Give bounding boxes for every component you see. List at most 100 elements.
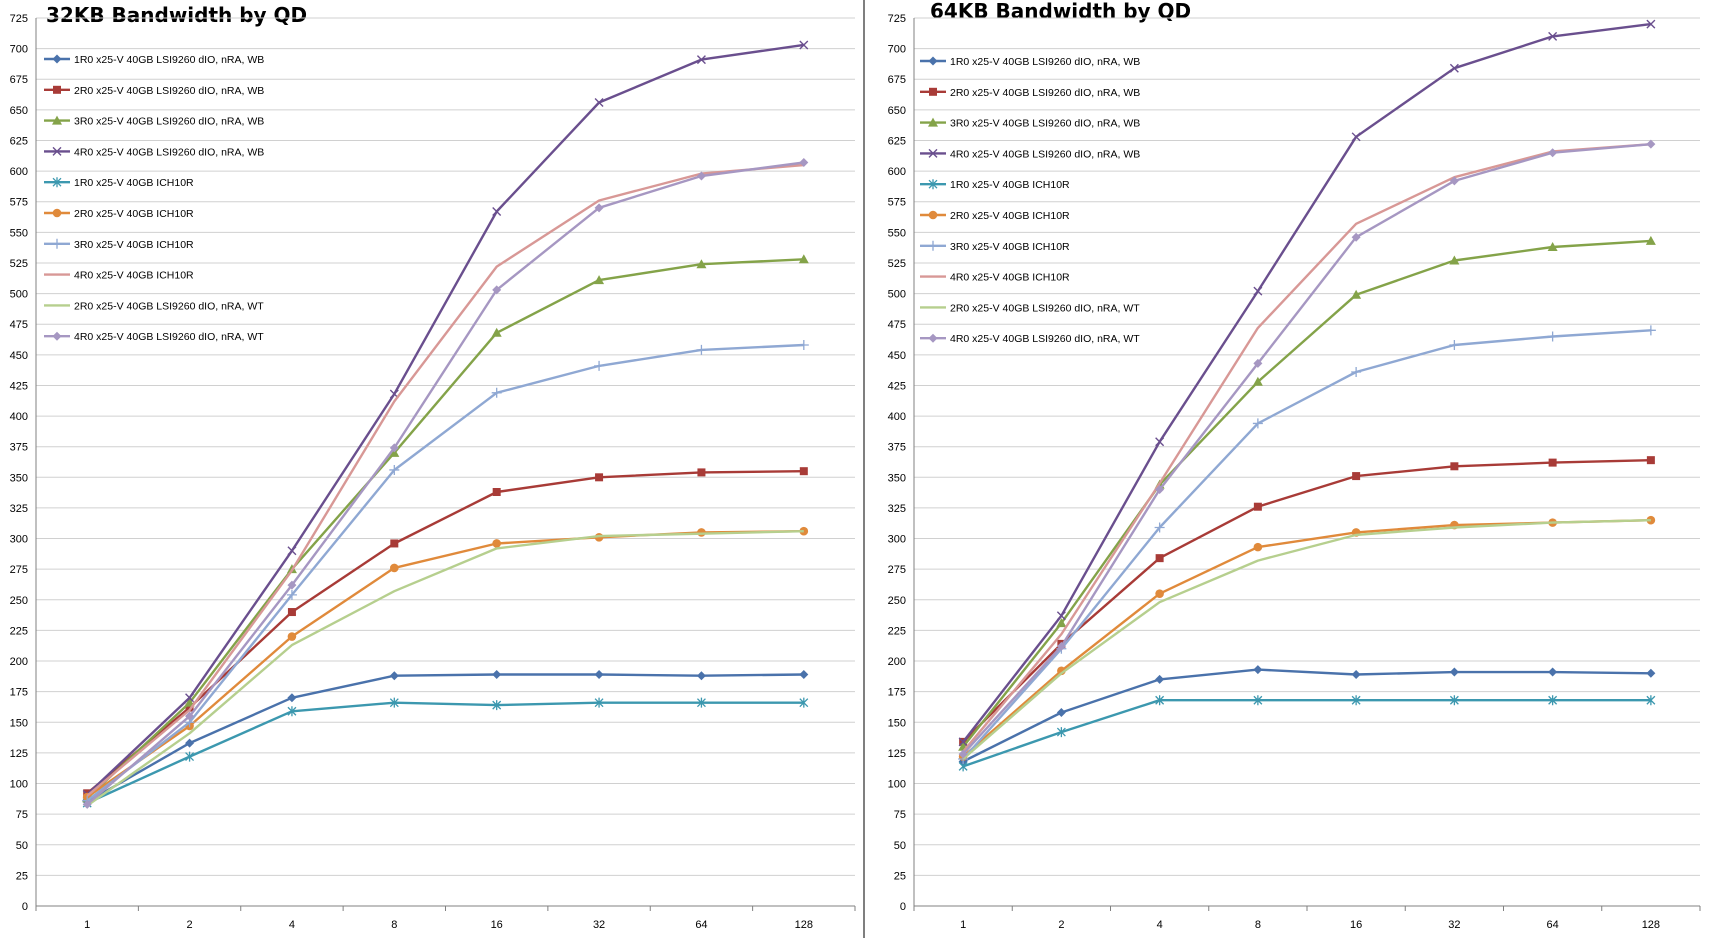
- data-point: [185, 751, 195, 762]
- x-tick-label: 8: [1255, 919, 1261, 931]
- legend-label: 3R0 x25-V 40GB LSI9260 dIO, nRA, WB: [950, 118, 1140, 130]
- data-point: [799, 158, 809, 168]
- y-tick-label: 475: [10, 319, 28, 331]
- legend-marker: [52, 238, 62, 249]
- y-tick-label: 125: [888, 748, 906, 760]
- legend-label: 2R0 x25-V 40GB LSI9260 dIO, nRA, WB: [74, 85, 264, 97]
- data-point: [697, 468, 706, 477]
- x-tick-label: 128: [1642, 919, 1660, 931]
- y-tick-label: 550: [10, 227, 28, 239]
- y-tick-label: 0: [22, 901, 28, 913]
- data-point: [184, 697, 195, 707]
- y-tick-label: 525: [888, 258, 906, 270]
- legend-entry: 3R0 x25-V 40GB ICH10R: [920, 240, 1070, 253]
- data-point: [696, 671, 706, 681]
- data-point: [1351, 366, 1362, 377]
- data-point: [696, 697, 706, 708]
- series-line: [962, 143, 1652, 755]
- legend-label: 4R0 x25-V 40GB LSI9260 dIO, nRA, WT: [950, 333, 1140, 345]
- data-point: [1351, 289, 1362, 299]
- data-point: [287, 706, 297, 717]
- data-point: [1056, 641, 1066, 651]
- legend-entry: 2R0 x25-V 40GB ICH10R: [44, 208, 194, 220]
- legend-entry: 3R0 x25-V 40GB LSI9260 dIO, nRA, WB: [920, 117, 1140, 130]
- data-point: [1253, 286, 1263, 296]
- legend-label: 4R0 x25-V 40GB LSI9260 dIO, nRA, WT: [74, 331, 264, 343]
- y-tick-label: 300: [888, 534, 906, 546]
- legend-marker: [928, 333, 938, 343]
- legend: 1R0 x25-V 40GB LSI9260 dIO, nRA, WB 2R0 x…: [920, 56, 1140, 345]
- legend-marker: [928, 240, 938, 251]
- y-tick-label: 650: [10, 105, 28, 117]
- y-tick-label: 725: [888, 13, 906, 25]
- data-point: [287, 693, 297, 703]
- data-point: [1646, 456, 1655, 465]
- series-9: [962, 519, 1651, 760]
- legend-entry: 4R0 x25-V 40GB LSI9260 dIO, nRA, WT: [44, 331, 264, 343]
- data-point: [389, 697, 399, 708]
- legend-label: 2R0 x25-V 40GB ICH10R: [74, 208, 194, 220]
- data-point: [594, 670, 604, 680]
- data-point: [798, 340, 809, 351]
- chart-panel-32kb: 32KB Bandwidth by QD 0255075100125150175…: [10, 3, 856, 931]
- data-point: [1056, 707, 1066, 717]
- y-tick-label: 175: [10, 687, 28, 699]
- y-tick-label: 350: [10, 472, 28, 484]
- y-tick-label: 200: [10, 656, 28, 668]
- y-tick-label: 275: [888, 564, 906, 576]
- x-tick-label: 1: [960, 919, 966, 931]
- data-point: [1547, 242, 1558, 252]
- legend-label: 4R0 x25-V 40GB ICH10R: [74, 270, 194, 282]
- series-9: [86, 530, 804, 807]
- y-tick-label: 475: [888, 319, 906, 331]
- data-point: [1056, 618, 1067, 628]
- legend-marker: [928, 117, 938, 127]
- data-point: [1646, 668, 1656, 678]
- series-6: [82, 526, 809, 802]
- legend-marker: [929, 87, 937, 96]
- legend-entry: 4R0 x25-V 40GB LSI9260 dIO, nRA, WB: [44, 146, 264, 158]
- data-point: [1351, 670, 1361, 680]
- data-point: [1252, 376, 1263, 386]
- data-point: [1449, 63, 1459, 73]
- chart-title: 32KB Bandwidth by QD: [46, 3, 307, 27]
- y-tick-label: 325: [888, 503, 906, 515]
- legend-label: 4R0 x25-V 40GB ICH10R: [950, 272, 1070, 284]
- legend-entry: 2R0 x25-V 40GB LSI9260 dIO, nRA, WT: [44, 300, 264, 312]
- data-point: [1155, 554, 1164, 563]
- y-tick-label: 400: [10, 411, 28, 423]
- y-tick-label: 75: [894, 809, 906, 821]
- legend-entry: 2R0 x25-V 40GB LSI9260 dIO, nRA, WB: [920, 87, 1140, 99]
- series-line: [962, 143, 1651, 753]
- x-tick-label: 1: [84, 919, 90, 931]
- series-5: [958, 695, 1656, 772]
- legend-entry: 1R0 x25-V 40GB LSI9260 dIO, nRA, WB: [920, 56, 1140, 68]
- series-8: [86, 163, 804, 797]
- data-point: [390, 539, 399, 548]
- series-10: [958, 139, 1656, 759]
- legend-entry: 2R0 x25-V 40GB LSI9260 dIO, nRA, WT: [920, 302, 1140, 314]
- data-point: [1155, 695, 1165, 706]
- y-tick-label: 450: [10, 350, 28, 362]
- y-tick-label: 50: [894, 840, 906, 852]
- data-point: [696, 259, 707, 269]
- y-tick-label: 325: [10, 503, 28, 515]
- y-tick-label: 600: [888, 166, 906, 178]
- data-point: [1646, 139, 1656, 149]
- y-tick-label: 150: [10, 717, 28, 729]
- data-point: [390, 563, 399, 573]
- y-tick-label: 175: [888, 687, 906, 699]
- data-point: [1449, 667, 1459, 677]
- data-point: [185, 703, 194, 712]
- y-tick-label: 425: [10, 380, 28, 392]
- data-point: [185, 693, 195, 703]
- y-tick-label: 550: [888, 227, 906, 239]
- y-tick-label: 625: [10, 135, 28, 147]
- legend-marker: [53, 85, 61, 94]
- data-point: [389, 671, 399, 681]
- data-point: [185, 738, 195, 748]
- series-4: [958, 19, 1656, 747]
- series-line: [86, 470, 804, 795]
- data-point: [492, 670, 502, 680]
